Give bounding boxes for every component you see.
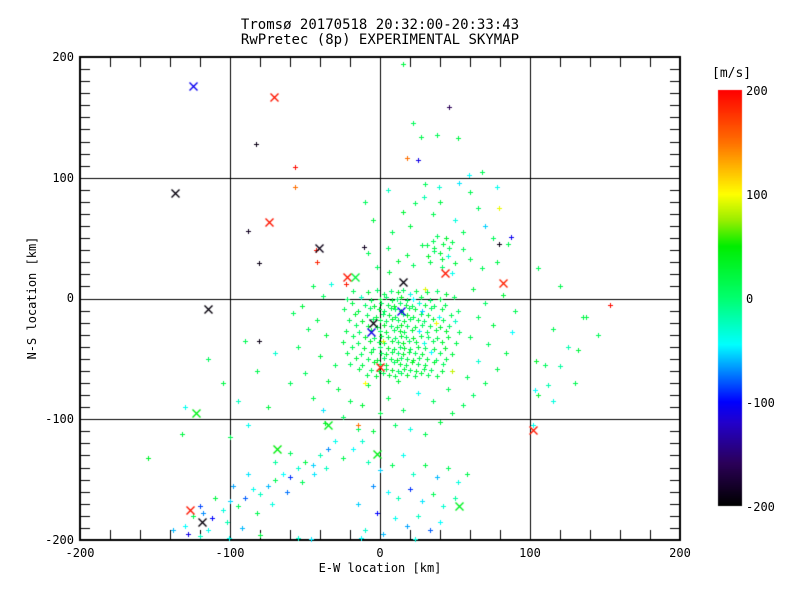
y-axis-label: N-S location [km] — [25, 236, 39, 360]
y-tick-label: -100 — [45, 412, 74, 426]
y-tick-label: 200 — [52, 50, 74, 64]
colorbar-tick-label: 100 — [746, 188, 768, 202]
colorbar-unit-label: [m/s] — [712, 66, 752, 81]
colorbar-tick-label: 200 — [746, 84, 768, 98]
y-tick-label: 0 — [66, 291, 74, 305]
colorbar-tick-label: -100 — [746, 396, 775, 410]
chart-title-line1: Tromsø 20170518 20:32:00-20:33:43 — [240, 17, 520, 33]
x-tick-label: 100 — [519, 546, 541, 560]
chart-title-line2: RwPretec (8p) EXPERIMENTAL SKYMAP — [240, 32, 520, 48]
colorbar-tick-label: 0 — [746, 292, 754, 306]
x-tick-label: 200 — [669, 546, 691, 560]
y-tick-label: -200 — [45, 533, 74, 547]
x-axis-label: E-W location [km] — [318, 561, 442, 575]
x-tick-label: -200 — [65, 546, 95, 560]
x-tick-label: -100 — [215, 546, 245, 560]
colorbar-tick-label: -200 — [746, 500, 775, 514]
y-tick-label: 100 — [52, 171, 74, 185]
x-tick-label: 0 — [376, 546, 384, 560]
